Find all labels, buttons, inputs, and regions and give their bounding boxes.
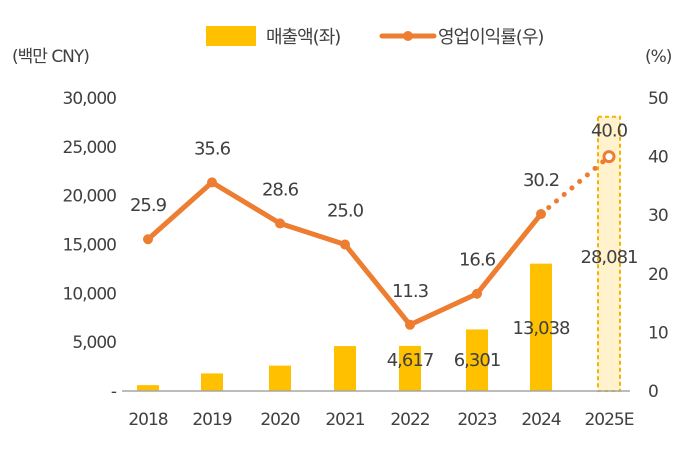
legend-bar-swatch (206, 26, 256, 46)
bar-data-label: 13,038 (513, 318, 571, 339)
legend-line-label: 영업이익률(우) (438, 27, 543, 48)
left-tick-label: 25,000 (63, 138, 117, 158)
line-marker (405, 319, 415, 330)
line-data-label: 16.6 (459, 250, 496, 271)
line-data-label: 11.3 (392, 281, 429, 302)
right-axis-label: (%) (645, 47, 672, 67)
x-tick-label: 2019 (192, 410, 231, 430)
left-axis-label: (백만 CNY) (12, 47, 89, 67)
line-data-label: 28.6 (262, 179, 299, 200)
bar (334, 346, 356, 391)
bar-data-label: 4,617 (387, 350, 434, 371)
line-data-label: 40.0 (591, 121, 628, 142)
bar (137, 385, 159, 391)
x-tick-label: 2018 (128, 410, 167, 430)
legend-bar-label: 매출액(좌) (266, 27, 340, 48)
x-tick-label: 2024 (521, 410, 560, 430)
line-marker (143, 234, 153, 245)
x-tick-label: 2023 (457, 410, 496, 430)
left-tick-label: 5,000 (72, 333, 116, 353)
bar (399, 345, 421, 391)
right-tick-label: 40 (648, 148, 668, 168)
left-tick-label: 10,000 (63, 284, 117, 304)
right-tick-label: 50 (648, 89, 668, 109)
right-tick-label: 0 (648, 382, 658, 402)
line-data-label: 30.2 (523, 170, 559, 191)
legend-line-marker (403, 31, 413, 41)
right-tick-label: 30 (648, 206, 668, 226)
bar (466, 329, 488, 391)
bar (201, 373, 223, 391)
line-data-label: 35.6 (194, 138, 231, 159)
line-data-label: 25.9 (130, 195, 167, 216)
legend: 매출액(좌) 영업이익률(우) (206, 26, 544, 48)
bar (269, 365, 291, 391)
x-tick-label: 2022 (390, 410, 429, 430)
x-tick-label: 2020 (260, 410, 299, 430)
line-marker (340, 239, 350, 250)
bar-estimate (597, 115, 621, 392)
line-marker (536, 209, 546, 220)
x-tick-label: 2025E (584, 410, 633, 430)
line-marker (472, 288, 482, 299)
bar-data-label: 6,301 (454, 350, 501, 371)
left-tick-label: - (111, 382, 117, 402)
right-tick-label: 10 (648, 323, 668, 343)
bar (530, 263, 552, 391)
bar-data-label: 28,081 (581, 247, 638, 268)
left-tick-label: 20,000 (63, 187, 117, 207)
left-tick-label: 30,000 (63, 89, 117, 109)
line-marker (207, 177, 217, 188)
line-data-label: 25.0 (327, 201, 364, 222)
x-tick-label: 2021 (325, 410, 364, 430)
right-tick-label: 20 (648, 265, 668, 285)
left-tick-label: 15,000 (63, 236, 117, 256)
line-marker (275, 218, 285, 229)
line-marker-estimate (602, 150, 616, 164)
